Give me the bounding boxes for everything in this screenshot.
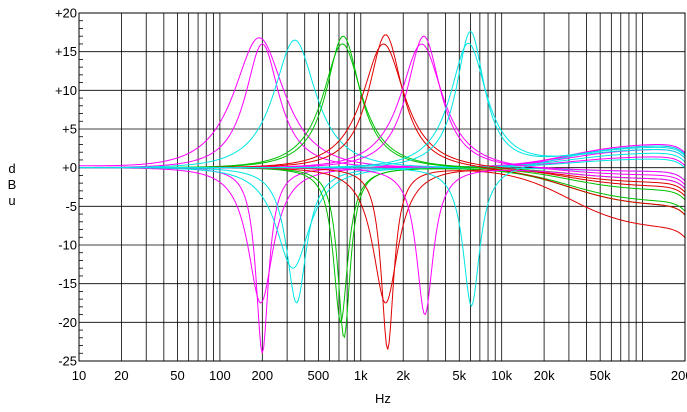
- series-group: [78, 31, 686, 354]
- series-line-7: [79, 158, 686, 269]
- y-tick-label: -20: [58, 315, 77, 330]
- y-tick-label: +0: [62, 160, 77, 175]
- series-line-12: [79, 34, 686, 216]
- x-tick-label: 5k: [452, 368, 466, 383]
- series-line-9: [79, 167, 686, 339]
- y-axis-label-letter: u: [8, 193, 15, 208]
- x-tick-label: 2k: [396, 368, 410, 383]
- x-tick-label: 20: [114, 368, 128, 383]
- plot-frame: [78, 12, 686, 362]
- x-tick-label: 1k: [354, 368, 368, 383]
- x-tick-label: 500: [308, 368, 330, 383]
- y-axis-label-letter: d: [8, 161, 15, 176]
- x-tick-label: 50k: [590, 368, 611, 383]
- series-line-1: [78, 37, 686, 168]
- x-tick-label: 100: [209, 368, 231, 383]
- x-tick-label: 50: [170, 368, 184, 383]
- x-tick-label: 200: [251, 368, 273, 383]
- x-axis-label: Hz: [375, 391, 391, 406]
- y-tick-label: -5: [65, 199, 77, 214]
- grid: [78, 12, 686, 362]
- x-tick-label: 200k: [671, 368, 687, 383]
- series-line-4: [78, 43, 686, 169]
- y-tick-label: -10: [58, 238, 77, 253]
- y-tick-label: +10: [55, 83, 77, 98]
- y-tick-label: -25: [58, 354, 77, 369]
- y-tick-labels: +20 +15 +10 +5 +0 -5 -10 -15 -20 -25: [55, 6, 77, 369]
- y-axis-label-letter: B: [8, 177, 17, 192]
- y-tick-label: -15: [58, 276, 77, 291]
- x-tick-labels: 10 20 50 100 200 500 1k 2k 5k 10k 20k 50k 200k: [72, 368, 687, 383]
- series-line-5: [79, 39, 686, 169]
- series-line-21: [79, 42, 686, 169]
- y-tick-label: +20: [55, 6, 77, 21]
- x-tick-label: 20k: [534, 368, 555, 383]
- x-tick-label: 10: [72, 368, 86, 383]
- y-tick-label: +5: [62, 122, 77, 137]
- y-tick-label: +15: [55, 44, 77, 59]
- x-tick-label: 10k: [491, 368, 512, 383]
